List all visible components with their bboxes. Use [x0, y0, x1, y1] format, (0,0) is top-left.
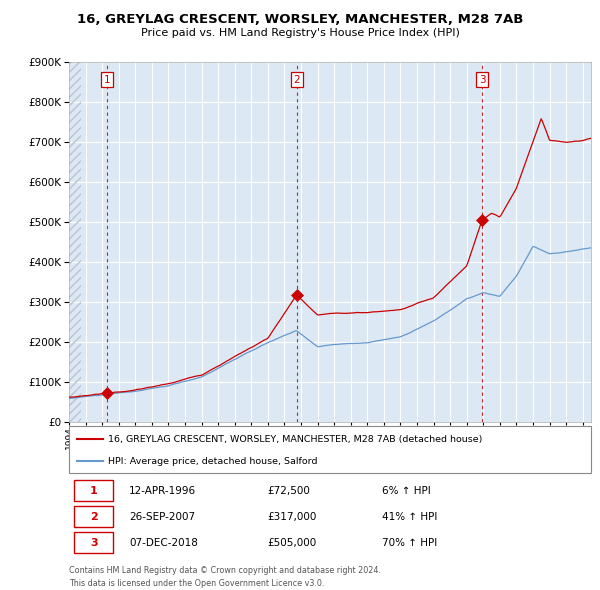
FancyBboxPatch shape — [74, 480, 113, 502]
Text: Price paid vs. HM Land Registry's House Price Index (HPI): Price paid vs. HM Land Registry's House … — [140, 28, 460, 38]
Text: £505,000: £505,000 — [268, 538, 317, 548]
Bar — [69, 62, 82, 422]
Text: 6% ↑ HPI: 6% ↑ HPI — [382, 486, 431, 496]
Text: 3: 3 — [479, 74, 485, 84]
Text: £72,500: £72,500 — [268, 486, 310, 496]
FancyBboxPatch shape — [74, 506, 113, 527]
Text: £317,000: £317,000 — [268, 512, 317, 522]
Text: 2: 2 — [90, 512, 98, 522]
Text: 07-DEC-2018: 07-DEC-2018 — [129, 538, 198, 548]
FancyBboxPatch shape — [74, 532, 113, 553]
Text: 16, GREYLAG CRESCENT, WORSLEY, MANCHESTER, M28 7AB: 16, GREYLAG CRESCENT, WORSLEY, MANCHESTE… — [77, 13, 523, 26]
FancyBboxPatch shape — [69, 426, 591, 473]
Text: 1: 1 — [90, 486, 98, 496]
Text: 1: 1 — [103, 74, 110, 84]
Text: 70% ↑ HPI: 70% ↑ HPI — [382, 538, 437, 548]
Text: 2: 2 — [293, 74, 300, 84]
Text: HPI: Average price, detached house, Salford: HPI: Average price, detached house, Salf… — [108, 457, 317, 466]
Text: 3: 3 — [90, 538, 98, 548]
Text: 26-SEP-2007: 26-SEP-2007 — [129, 512, 195, 522]
Text: 41% ↑ HPI: 41% ↑ HPI — [382, 512, 437, 522]
Text: 12-APR-1996: 12-APR-1996 — [129, 486, 196, 496]
Text: 16, GREYLAG CRESCENT, WORSLEY, MANCHESTER, M28 7AB (detached house): 16, GREYLAG CRESCENT, WORSLEY, MANCHESTE… — [108, 435, 482, 444]
Text: This data is licensed under the Open Government Licence v3.0.: This data is licensed under the Open Gov… — [69, 579, 325, 588]
Text: Contains HM Land Registry data © Crown copyright and database right 2024.: Contains HM Land Registry data © Crown c… — [69, 566, 381, 575]
